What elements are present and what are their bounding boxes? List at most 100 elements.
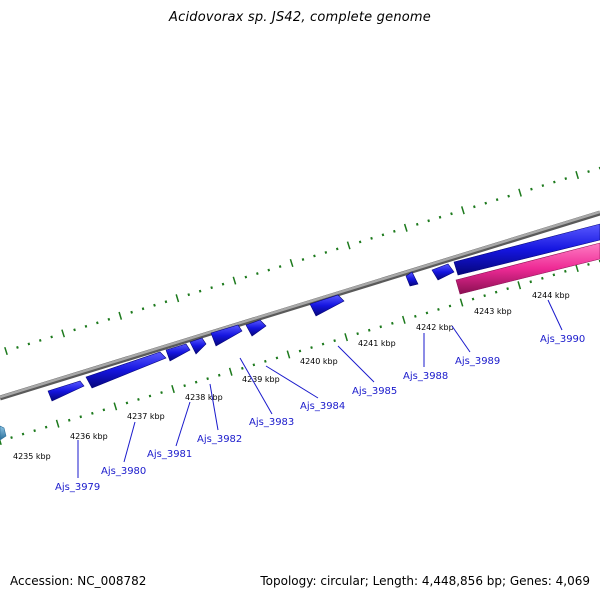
minor-tick xyxy=(448,304,452,308)
kbp-label: 4240 kbp xyxy=(300,357,338,366)
gene-label[interactable]: Ajs_3980 xyxy=(101,466,146,477)
gene-label[interactable]: Ajs_3981 xyxy=(147,449,192,460)
gene-arrow-forward[interactable] xyxy=(47,380,85,402)
minor-tick xyxy=(438,215,442,219)
minor-tick xyxy=(91,411,94,415)
minor-tick xyxy=(107,317,111,321)
gene-arrow-forward[interactable] xyxy=(453,223,600,276)
minor-tick xyxy=(506,287,509,291)
minor-tick xyxy=(21,432,25,436)
minor-tick xyxy=(217,373,221,377)
minor-tick xyxy=(356,332,359,336)
gene-label[interactable]: Ajs_3990 xyxy=(540,334,585,345)
minor-tick xyxy=(275,356,279,360)
kbp-label: 4235 kbp xyxy=(13,452,51,461)
minor-tick xyxy=(198,289,202,293)
major-tick xyxy=(228,367,233,376)
minor-tick xyxy=(84,324,88,328)
kbp-label: 4243 kbp xyxy=(474,307,512,316)
major-tick xyxy=(459,298,464,307)
gene-label[interactable]: Ajs_3979 xyxy=(55,482,100,493)
minor-tick xyxy=(153,303,156,307)
gene-arrow-forward[interactable] xyxy=(431,263,455,281)
gene-labels: Ajs_3979 Ajs_3980 Ajs_3981 Ajs_3982 Ajs_… xyxy=(55,334,585,493)
gene-arrow-edge[interactable] xyxy=(0,425,7,441)
minor-tick xyxy=(256,272,259,275)
gene-arrow-forward[interactable] xyxy=(85,351,167,389)
kbp-label: 4237 kbp xyxy=(127,412,165,421)
major-tick xyxy=(118,311,123,320)
minor-tick xyxy=(553,180,556,184)
kbp-label: 4236 kbp xyxy=(70,432,108,441)
minor-tick xyxy=(210,286,213,290)
minor-tick xyxy=(427,219,430,223)
minor-tick xyxy=(130,310,133,314)
minor-tick xyxy=(473,205,476,209)
gene-arrow-forward[interactable] xyxy=(165,343,191,362)
minor-tick xyxy=(313,254,316,258)
kbp-label: 4242 kbp xyxy=(416,323,454,332)
major-tick xyxy=(171,384,175,394)
gene-label[interactable]: Ajs_3982 xyxy=(197,434,242,445)
major-tick xyxy=(113,402,118,411)
major-tick xyxy=(575,263,579,273)
minor-tick xyxy=(471,297,475,301)
minor-tick xyxy=(414,314,417,318)
major-tick xyxy=(286,350,291,359)
minor-tick xyxy=(102,408,106,412)
minor-tick xyxy=(530,187,533,191)
major-tick xyxy=(403,223,408,232)
minor-tick xyxy=(33,429,36,433)
minor-tick xyxy=(221,282,225,286)
minor-tick xyxy=(358,240,362,244)
gene-arrow-reverse[interactable] xyxy=(455,242,600,295)
minor-tick xyxy=(137,398,140,401)
kbp-label: 4241 kbp xyxy=(358,339,396,348)
backbone xyxy=(0,210,600,401)
minor-tick xyxy=(44,425,48,429)
gene-arrow-forward[interactable] xyxy=(210,324,243,347)
gene-label[interactable]: Ajs_3983 xyxy=(249,417,294,428)
minor-tick xyxy=(206,377,209,381)
minor-tick xyxy=(321,342,325,346)
minor-tick xyxy=(324,251,328,254)
gene-arrow-forward[interactable] xyxy=(309,294,345,317)
kbp-label: 4238 kbp xyxy=(185,393,223,402)
gene-arrow-forward[interactable] xyxy=(189,337,207,355)
major-tick xyxy=(289,258,294,268)
gene-label[interactable]: Ajs_3988 xyxy=(403,371,448,382)
minor-tick xyxy=(241,366,244,370)
gene-arrow-forward[interactable] xyxy=(245,319,267,337)
minor-tick xyxy=(73,328,76,332)
major-tick xyxy=(575,170,580,180)
major-tick xyxy=(344,333,349,342)
gene-label[interactable]: Ajs_3985 xyxy=(352,386,397,397)
minor-tick xyxy=(587,170,590,173)
gene-label[interactable]: Ajs_3984 xyxy=(300,401,345,412)
minor-tick xyxy=(164,300,168,304)
major-tick xyxy=(518,188,522,197)
map-title: Acidovorax sp. JS42, complete genome xyxy=(169,10,431,25)
gene-label[interactable]: Ajs_3989 xyxy=(455,356,500,367)
major-tick xyxy=(460,206,465,215)
major-tick xyxy=(175,294,180,303)
minor-tick xyxy=(333,339,336,343)
major-tick xyxy=(232,276,237,285)
minor-tick xyxy=(391,321,394,325)
major-tick xyxy=(517,281,522,290)
gene-arrow-forward[interactable] xyxy=(405,271,419,287)
kbp-label: 4239 kbp xyxy=(242,375,280,384)
minor-tick xyxy=(564,269,567,273)
minor-tick xyxy=(148,394,152,398)
kbp-label: 4244 kbp xyxy=(532,291,570,300)
minor-tick xyxy=(483,294,486,298)
minor-tick xyxy=(484,201,488,205)
minor-tick xyxy=(415,222,419,226)
outer-tick-ring xyxy=(4,166,600,356)
minor-tick xyxy=(67,418,71,422)
minor-tick xyxy=(507,194,510,198)
major-tick xyxy=(0,438,2,446)
minor-tick xyxy=(141,307,145,311)
minor-tick xyxy=(27,342,31,346)
minor-tick xyxy=(79,415,83,419)
